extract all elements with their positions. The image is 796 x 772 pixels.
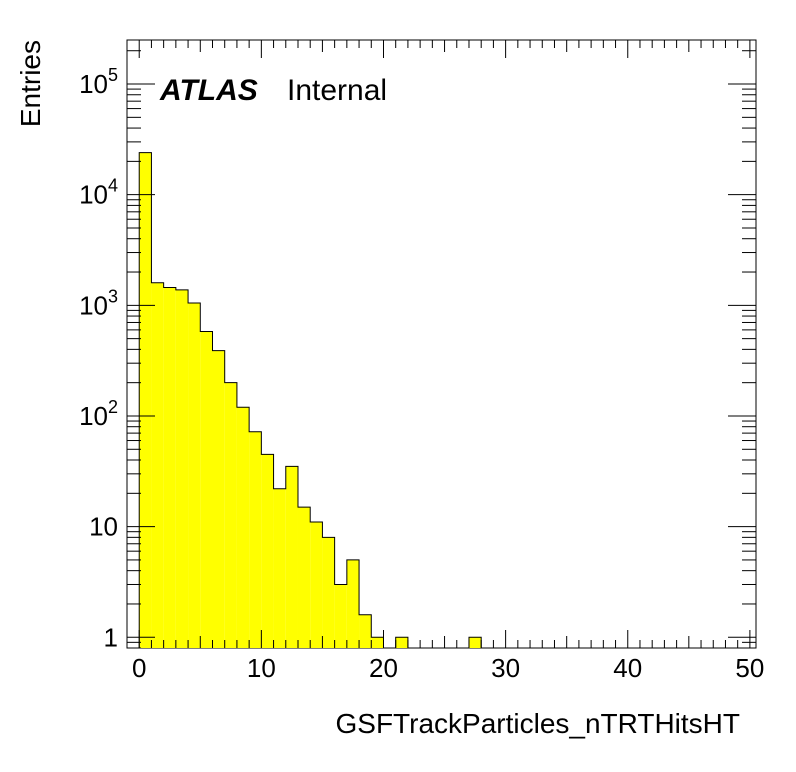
x-tick-label: 30 bbox=[491, 653, 520, 683]
x-tick-label: 20 bbox=[369, 653, 398, 683]
histogram-bar bbox=[395, 637, 408, 648]
histogram-bar bbox=[297, 507, 311, 648]
histogram-bar bbox=[236, 407, 250, 648]
x-axis-tick-labels: 0 10 20 30 40 50 bbox=[132, 653, 764, 683]
atlas-label: ATLAS bbox=[159, 74, 258, 107]
histogram-bar bbox=[359, 614, 372, 648]
histogram-bar bbox=[175, 289, 189, 648]
histogram-bar bbox=[468, 637, 482, 648]
x-axis-ticks bbox=[138, 40, 751, 648]
histogram-bar bbox=[310, 522, 323, 648]
y-axis-ticks bbox=[127, 50, 756, 649]
atlas-status-label: Internal bbox=[287, 74, 387, 107]
y-tick-label: 1 bbox=[104, 622, 118, 652]
x-axis-title: GSFTrackParticles_nTRTHitsHT bbox=[336, 708, 741, 739]
histogram-bar bbox=[200, 331, 213, 648]
x-tick-label: 10 bbox=[247, 653, 276, 683]
histogram-bar bbox=[139, 152, 152, 649]
y-tick-label: 105 bbox=[79, 65, 118, 99]
y-tick-label: 102 bbox=[79, 397, 118, 431]
y-axis-tick-labels: 1 10 102 103 104 105 bbox=[79, 65, 118, 652]
histogram-bar bbox=[371, 637, 384, 648]
histogram-bar bbox=[261, 454, 274, 648]
histogram-bar bbox=[163, 287, 176, 648]
histogram-bar bbox=[346, 559, 360, 648]
histogram-bars bbox=[139, 152, 482, 649]
histogram-bar bbox=[273, 488, 286, 648]
histogram-bar bbox=[322, 537, 335, 648]
y-tick-label: 10 bbox=[89, 512, 118, 542]
x-tick-label: 40 bbox=[613, 653, 642, 683]
histogram-outline bbox=[138, 152, 750, 649]
histogram-bar bbox=[212, 350, 225, 648]
x-tick-label: 50 bbox=[735, 653, 764, 683]
x-tick-label: 0 bbox=[132, 653, 146, 683]
y-tick-label: 103 bbox=[79, 286, 118, 320]
y-axis-title: Entries bbox=[15, 40, 46, 127]
histogram-bar bbox=[224, 382, 237, 648]
y-tick-label: 104 bbox=[79, 176, 118, 210]
histogram-bar bbox=[334, 584, 347, 648]
histogram-bar bbox=[188, 302, 201, 648]
histogram-bar bbox=[151, 282, 164, 648]
histogram-bar bbox=[285, 466, 298, 648]
histogram-bar bbox=[249, 431, 262, 648]
